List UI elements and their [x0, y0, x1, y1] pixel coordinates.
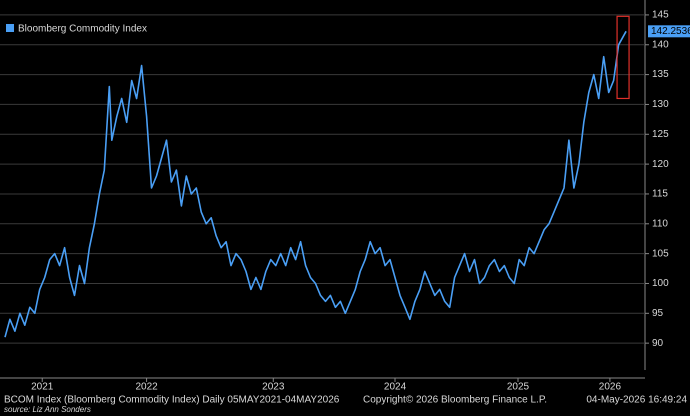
y-tick-label: 90: [652, 338, 664, 349]
y-tick-label: 125: [652, 129, 669, 140]
last-value-label: 142.2536: [651, 26, 690, 37]
y-tick-label: 145: [652, 10, 669, 21]
footer-center: Copyright© 2026 Bloomberg Finance L.P.: [363, 395, 547, 406]
y-tick-label: 120: [652, 159, 669, 170]
x-tick-label: 2022: [135, 382, 158, 393]
x-tick-label: 2026: [599, 382, 622, 393]
y-tick-label: 130: [652, 99, 669, 110]
y-tick-label: 110: [652, 218, 668, 229]
x-tick-label: 2025: [507, 382, 530, 393]
y-tick-label: 135: [652, 69, 669, 80]
y-tick-label: 100: [652, 278, 669, 289]
x-tick-label: 2021: [31, 382, 54, 393]
y-tick-label: 95: [652, 308, 664, 319]
legend-label: Bloomberg Commodity Index: [18, 24, 147, 35]
x-tick-label: 2024: [384, 382, 407, 393]
footer-left: BCOM Index (Bloomberg Commodity Index) D…: [4, 395, 340, 406]
y-tick-label: 105: [652, 248, 669, 259]
last-value-box: [648, 25, 690, 38]
series-line: [4, 30, 627, 338]
footer-right: 04-May-2026 16:49:24: [586, 395, 687, 406]
source: source: Liz Ann Sonders: [4, 405, 91, 414]
y-tick-label: 140: [652, 39, 669, 50]
x-tick-label: 2023: [262, 382, 285, 393]
legend-swatch: [6, 24, 14, 32]
highlight-box: [616, 15, 630, 100]
y-tick-label: 115: [652, 189, 668, 200]
